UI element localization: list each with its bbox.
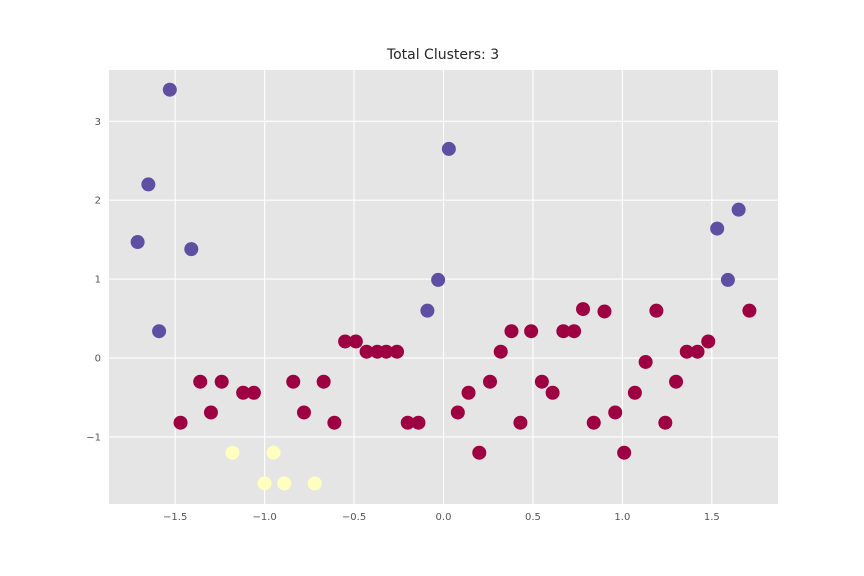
cluster-1-point (184, 242, 199, 257)
cluster-2-point (504, 324, 519, 339)
cluster-2-point (658, 415, 673, 430)
x-tick-label: 1.0 (614, 512, 630, 523)
cluster-2-point (483, 374, 498, 389)
cluster-3-point (225, 445, 240, 460)
cluster-2-point (524, 324, 539, 339)
x-tick-label: 0.5 (525, 512, 541, 523)
cluster-3-point (257, 476, 272, 491)
cluster-2-point (617, 445, 632, 460)
cluster-2-point (567, 324, 582, 339)
cluster-2-point (461, 385, 476, 400)
cluster-3-point (277, 476, 292, 491)
y-axis-ticks: −1 0 1 2 3 (86, 117, 101, 444)
cluster-2-point (742, 303, 757, 318)
x-tick-label: −1.5 (163, 512, 187, 523)
cluster-2-point (348, 334, 363, 349)
cluster-1-point (420, 303, 435, 318)
cluster-1-point (441, 141, 456, 156)
cluster-2-point (586, 415, 601, 430)
cluster-2-point (400, 415, 415, 430)
cluster-1-point (152, 324, 167, 339)
cluster-1-point (720, 272, 735, 287)
cluster-2-point (534, 374, 549, 389)
y-tick-label: −1 (86, 432, 101, 443)
cluster-2-point (286, 374, 301, 389)
cluster-2-point (597, 304, 612, 319)
cluster-2-point (359, 344, 374, 359)
cluster-1-point (162, 82, 177, 97)
cluster-2-point (236, 385, 251, 400)
y-tick-label: 2 (95, 196, 101, 207)
cluster-2-point (316, 374, 331, 389)
y-tick-label: 0 (95, 354, 101, 365)
cluster-1-point (141, 177, 156, 192)
cluster-2-point (193, 374, 208, 389)
cluster-3-point (307, 476, 322, 491)
cluster-1-point (731, 202, 746, 217)
cluster-2-point (389, 344, 404, 359)
data-points (130, 82, 757, 491)
x-tick-label: 0.0 (436, 512, 452, 523)
cluster-1-point (710, 221, 725, 236)
cluster-2-point (493, 344, 508, 359)
cluster-2-point (669, 374, 684, 389)
x-tick-label: −1.0 (252, 512, 276, 523)
cluster-2-point (203, 405, 218, 420)
cluster-2-point (338, 334, 353, 349)
cluster-2-point (214, 374, 229, 389)
cluster-3-point (266, 445, 281, 460)
cluster-2-point (627, 385, 642, 400)
cluster-2-point (608, 405, 623, 420)
cluster-2-point (450, 405, 465, 420)
cluster-2-point (411, 415, 426, 430)
y-tick-label: 3 (95, 117, 101, 128)
cluster-2-point (296, 405, 311, 420)
cluster-2-point (246, 385, 261, 400)
x-axis-ticks: −1.5 −1.0 −0.5 0.0 0.5 1.0 1.5 (163, 512, 720, 523)
cluster-2-point (513, 415, 528, 430)
cluster-2-point (576, 302, 591, 317)
cluster-1-point (130, 235, 145, 250)
y-tick-label: 1 (95, 275, 101, 286)
cluster-2-point (379, 344, 394, 359)
chart-title: Total Clusters: 3 (386, 47, 499, 63)
cluster-2-point (649, 303, 664, 318)
x-tick-label: 1.5 (704, 512, 720, 523)
cluster-2-point (327, 415, 342, 430)
cluster-2-point (545, 385, 560, 400)
cluster-2-point (638, 354, 653, 369)
cluster-2-point (173, 415, 188, 430)
cluster-2-point (701, 334, 716, 349)
cluster-2-point (556, 324, 571, 339)
cluster-2-point (690, 344, 705, 359)
cluster-1-point (431, 272, 446, 287)
cluster-2-point (679, 344, 694, 359)
cluster-2-point (472, 445, 487, 460)
x-tick-label: −0.5 (342, 512, 366, 523)
